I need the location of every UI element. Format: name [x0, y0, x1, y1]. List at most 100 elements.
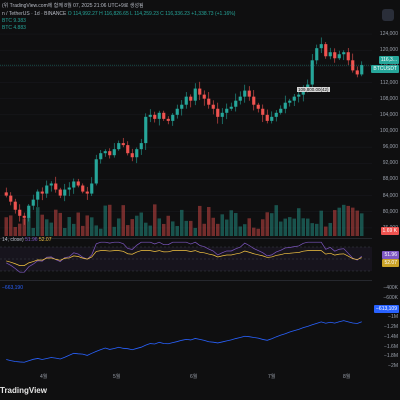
candle-body — [198, 88, 202, 95]
volume-bar — [85, 215, 89, 236]
volume-bar — [274, 205, 278, 236]
candle-body — [85, 191, 89, 194]
candle-body — [171, 114, 175, 121]
candle-body — [135, 149, 139, 158]
volume-bar — [324, 226, 328, 236]
candle-body — [49, 183, 53, 186]
price-tick-label: 92,000 — [382, 160, 398, 167]
candle-body — [63, 189, 67, 196]
volume-bar — [225, 219, 229, 236]
volume-bar — [252, 227, 256, 236]
volume-bar — [31, 227, 35, 236]
candle-body — [184, 96, 188, 105]
price-tick-label: 100,000 — [379, 127, 398, 134]
candle-body — [94, 159, 98, 184]
pane-separator[interactable] — [0, 280, 372, 281]
obv-legend[interactable]: −663,190 — [2, 285, 23, 291]
volume-bar — [126, 225, 130, 236]
pane-separator[interactable] — [0, 238, 372, 239]
volume-bar — [162, 223, 166, 236]
rsi-ma-badge: 52.07 — [382, 259, 399, 267]
candle-body — [292, 96, 296, 101]
candle-body — [229, 106, 233, 109]
time-label: 7월 — [268, 374, 276, 380]
candle-body — [355, 70, 359, 75]
volume-bar — [193, 227, 197, 236]
volume-bar — [292, 218, 296, 236]
candle-body — [9, 195, 13, 202]
rsi-value: 51.96 — [25, 237, 38, 243]
footer: TradingView — [0, 382, 400, 400]
price-axis[interactable]: 124,000120,000116,000112,000108,000104,0… — [371, 0, 400, 372]
volume-bar — [198, 205, 202, 236]
price-tick-label: 112,000 — [380, 79, 398, 86]
candle-body — [216, 108, 220, 117]
candle-body — [162, 112, 166, 119]
time-label: 8월 — [343, 374, 351, 380]
candle-body — [175, 108, 179, 115]
volume-bar — [4, 217, 8, 236]
volume-bar — [54, 209, 58, 236]
candle-body — [121, 143, 125, 146]
obv-tick-label: −2M — [388, 363, 398, 369]
candle-body — [36, 191, 40, 200]
volume-bar — [117, 218, 121, 236]
price-annotation: 109,800.00(42) — [297, 87, 330, 92]
candle-body — [90, 183, 94, 194]
volume-bar — [112, 226, 116, 236]
volume-bar — [58, 212, 62, 236]
indicator-2[interactable]: BTC 4.883 — [2, 25, 26, 31]
volume-bar — [175, 226, 179, 236]
indicator-1[interactable]: BTC 9.383 — [2, 18, 26, 24]
candle-body — [351, 60, 355, 71]
candle-body — [153, 114, 157, 119]
tradingview-logo-icon[interactable] — [382, 9, 394, 21]
price-tick-label: 84,000 — [382, 192, 398, 199]
volume-bar — [103, 205, 107, 236]
volume-bar — [27, 216, 31, 236]
volume-bar — [108, 204, 112, 236]
candle-body — [139, 143, 143, 150]
volume-bar — [148, 225, 152, 236]
obv-line — [6, 320, 362, 363]
volume-bar — [139, 212, 143, 236]
volume-bar — [40, 214, 44, 236]
rsi-badge: 51.96 — [382, 251, 399, 259]
candle-body — [225, 108, 229, 113]
volume-bar — [256, 228, 260, 236]
rsi-legend[interactable]: 14, close) 51.96 52.07 — [2, 237, 52, 243]
rsi-line — [6, 241, 362, 273]
volume-bar — [171, 221, 175, 236]
volume-bar — [72, 223, 76, 236]
candle-body — [220, 112, 224, 117]
candle-body — [144, 116, 148, 144]
candle-body — [180, 104, 184, 109]
volume-bar — [283, 218, 287, 236]
candle-body — [274, 112, 278, 117]
chart-canvas[interactable] — [0, 0, 372, 372]
volume-bar — [297, 208, 301, 236]
obv-tick-label: −1.2M — [383, 324, 398, 330]
candle-body — [67, 187, 71, 190]
symbol-name[interactable]: n / TetherUS · 1d · BINANCE — [2, 11, 67, 17]
time-axis[interactable]: 4월 5월 6월 7월 8월 — [0, 372, 400, 382]
volume-bar — [306, 218, 310, 236]
volume-bar — [49, 222, 53, 236]
price-tick-label: 104,000 — [379, 111, 398, 118]
candle-body — [117, 143, 121, 150]
volume-bar — [90, 217, 94, 236]
obv-tick-label: −600K — [383, 294, 398, 301]
volume-bar — [243, 224, 247, 236]
volume-bar — [211, 217, 215, 236]
price-tick-label: 80,000 — [382, 208, 398, 215]
volume-bar — [81, 225, 85, 236]
candle-body — [256, 104, 260, 109]
symbol-info: n / TetherUS · 1d · BINANCE O 114,992.27… — [2, 11, 235, 18]
volume-bar — [189, 220, 193, 236]
obv-tick-label: −1.6M — [383, 343, 398, 350]
ohlc-values: O 114,992.27 H 116,826.65 L 114,259.23 C… — [67, 11, 236, 17]
candle-body — [238, 96, 242, 101]
candle-body — [283, 102, 287, 109]
candle-body — [265, 114, 269, 121]
candle-body — [126, 145, 130, 154]
